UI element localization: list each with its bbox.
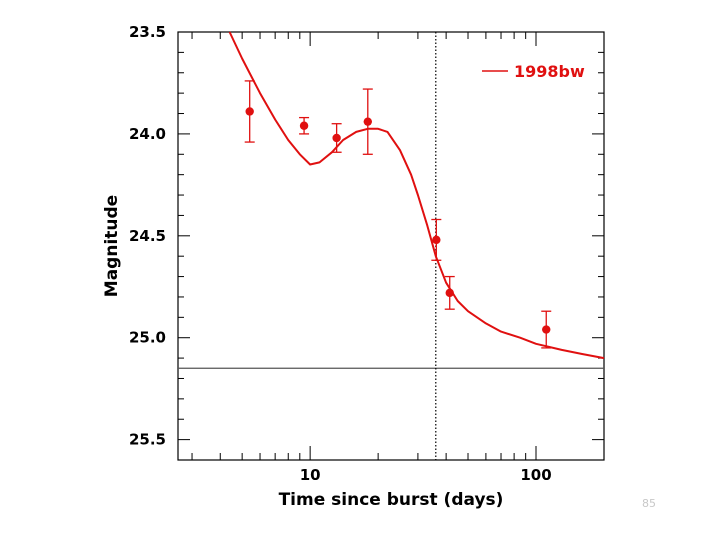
legend-label: 1998bw: [514, 62, 585, 81]
data-point: [445, 288, 454, 298]
data-point: [432, 235, 441, 245]
y-tick-label: 24.0: [129, 125, 166, 143]
y-tick-label: 25.0: [129, 329, 166, 347]
reference-lines: [178, 32, 604, 460]
model-curve-group: [228, 31, 605, 360]
x-axis-ticks: 10 100: [191, 32, 605, 484]
legend: 1998bw: [482, 62, 585, 81]
x-tick-label: 10: [300, 466, 321, 484]
data-point: [245, 107, 254, 116]
model-curve-1998bw: [228, 31, 605, 360]
y-tick-label: 25.5: [129, 431, 166, 449]
y-tick-label: 23.5: [129, 23, 166, 41]
y-tick-label: 24.5: [129, 227, 166, 245]
data-point: [542, 325, 551, 334]
data-point: [332, 133, 341, 143]
y-axis-title: Magnitude: [102, 195, 122, 297]
data-points-group: [244, 80, 552, 349]
data-point: [363, 117, 372, 126]
x-tick-label: 100: [520, 466, 551, 484]
plot-frame: [177, 31, 605, 461]
page-number: 85: [642, 497, 656, 510]
x-axis-title: Time since burst (days): [279, 490, 504, 510]
data-point: [299, 121, 309, 130]
y-axis-ticks: 23.5 24.0 24.5 25.0 25.5: [129, 23, 604, 461]
